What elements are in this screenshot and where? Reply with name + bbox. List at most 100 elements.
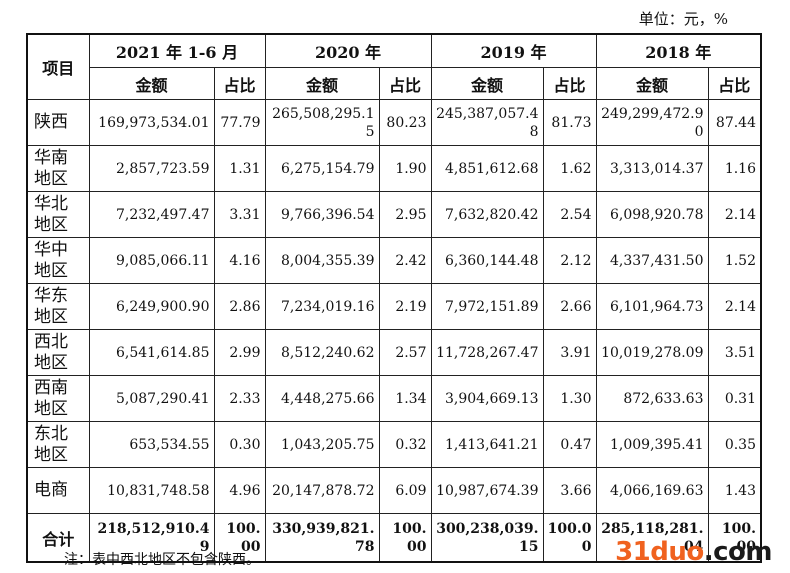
amount-cell: 265,508,295.15 xyxy=(264,99,380,146)
amount-cell: 653,534.55 xyxy=(88,421,215,468)
region-name: 华北地区 xyxy=(26,191,90,238)
header-amount: 金额 xyxy=(430,67,544,100)
amount-cell: 3,904,669.13 xyxy=(430,375,544,422)
header-period: 2020 年 xyxy=(264,33,432,68)
regional-revenue-table: 项目 2021 年 1-6 月 2020 年 2019 年 2018 年 金额 … xyxy=(26,33,762,563)
ratio-cell: 4.96 xyxy=(213,467,266,514)
amount-cell: 872,633.63 xyxy=(595,375,709,422)
amount-cell: 8,004,355.39 xyxy=(264,237,380,284)
table-row: 华中地区 9,085,066.11 4.16 8,004,355.39 2.42 6,36… xyxy=(26,237,762,284)
amount-cell: 330,939,821.78 xyxy=(264,513,380,563)
ratio-cell: 2.19 xyxy=(378,283,432,330)
amount-cell: 6,101,964.73 xyxy=(595,283,709,330)
ratio-cell: 1.31 xyxy=(213,145,266,192)
region-name: 电商 xyxy=(26,467,90,514)
amount-cell: 10,987,674.39 xyxy=(430,467,544,514)
total-row: 合计 218,512,910.49 100.00 330,939,821.78 100.… xyxy=(26,513,762,563)
header-amount: 金额 xyxy=(264,67,380,100)
ratio-cell: 81.73 xyxy=(542,99,597,146)
ratio-cell: 3.66 xyxy=(542,467,597,514)
region-name: 华中地区 xyxy=(26,237,90,284)
ratio-cell: 4.16 xyxy=(213,237,266,284)
amount-cell: 6,249,900.90 xyxy=(88,283,215,330)
amount-cell: 8,512,240.62 xyxy=(264,329,380,376)
amount-cell: 7,232,497.47 xyxy=(88,191,215,238)
ratio-cell: 2.54 xyxy=(542,191,597,238)
ratio-cell: 2.57 xyxy=(378,329,432,376)
amount-cell: 11,728,267.47 xyxy=(430,329,544,376)
table-row: 西南地区 5,087,290.41 2.33 4,448,275.66 1.34 3,90… xyxy=(26,375,762,422)
region-name: 西北地区 xyxy=(26,329,90,376)
ratio-cell: 100.00 xyxy=(542,513,597,563)
ratio-cell: 0.47 xyxy=(542,421,597,468)
amount-cell: 4,337,431.50 xyxy=(595,237,709,284)
ratio-cell: 3.51 xyxy=(707,329,762,376)
ratio-cell: 1.30 xyxy=(542,375,597,422)
region-name: 西南地区 xyxy=(26,375,90,422)
ratio-cell: 3.91 xyxy=(542,329,597,376)
header-ratio: 占比 xyxy=(707,67,762,100)
ratio-cell: 1.16 xyxy=(707,145,762,192)
ratio-cell: 2.14 xyxy=(707,191,762,238)
unit-label: 单位：元，% xyxy=(638,10,728,28)
amount-cell: 6,275,154.79 xyxy=(264,145,380,192)
table-row: 陕西 169,973,534.01 77.79 265,508,295.15 80.23… xyxy=(26,99,762,146)
ratio-cell: 100.00 xyxy=(378,513,432,563)
table-row: 东北地区 653,534.55 0.30 1,043,205.75 0.32 1,413,… xyxy=(26,421,762,468)
amount-cell: 249,299,472.90 xyxy=(595,99,709,146)
table-row: 电商 10,831,748.58 4.96 20,147,878.72 6.09 10,9… xyxy=(26,467,762,514)
amount-cell: 6,541,614.85 xyxy=(88,329,215,376)
watermark-logo: 31duo.com xyxy=(615,537,772,567)
amount-cell: 9,766,396.54 xyxy=(264,191,380,238)
amount-cell: 4,448,275.66 xyxy=(264,375,380,422)
table-row: 西北地区 6,541,614.85 2.99 8,512,240.62 2.57 11,7… xyxy=(26,329,762,376)
ratio-cell: 0.30 xyxy=(213,421,266,468)
ratio-cell: 2.95 xyxy=(378,191,432,238)
header-item: 项目 xyxy=(26,33,90,100)
ratio-cell: 2.42 xyxy=(378,237,432,284)
ratio-cell: 3.31 xyxy=(213,191,266,238)
ratio-cell: 87.44 xyxy=(707,99,762,146)
region-name: 华东地区 xyxy=(26,283,90,330)
ratio-cell: 100.00 xyxy=(707,513,762,563)
amount-cell: 4,851,612.68 xyxy=(430,145,544,192)
header-period: 2021 年 1-6 月 xyxy=(88,33,266,68)
amount-cell: 5,087,290.41 xyxy=(88,375,215,422)
amount-cell: 10,019,278.09 xyxy=(595,329,709,376)
header-amount: 金额 xyxy=(88,67,215,100)
amount-cell: 10,831,748.58 xyxy=(88,467,215,514)
ratio-cell: 2.12 xyxy=(542,237,597,284)
amount-cell: 1,009,395.41 xyxy=(595,421,709,468)
header-ratio: 占比 xyxy=(542,67,597,100)
header-row-periods: 项目 2021 年 1-6 月 2020 年 2019 年 2018 年 xyxy=(26,33,762,100)
region-name: 东北地区 xyxy=(26,421,90,468)
ratio-cell: 100.00 xyxy=(213,513,266,563)
ratio-cell: 0.31 xyxy=(707,375,762,422)
header-period: 2018 年 xyxy=(595,33,762,68)
ratio-cell: 6.09 xyxy=(378,467,432,514)
amount-cell: 6,360,144.48 xyxy=(430,237,544,284)
amount-cell: 245,387,057.48 xyxy=(430,99,544,146)
ratio-cell: 2.99 xyxy=(213,329,266,376)
amount-cell: 3,313,014.37 xyxy=(595,145,709,192)
table-row: 华东地区 6,249,900.90 2.86 7,234,019.16 2.19 7,97… xyxy=(26,283,762,330)
watermark-part2: .com xyxy=(703,537,773,567)
footnote: 注：表中西北地区不包含陕西。 xyxy=(64,552,260,568)
ratio-cell: 1.34 xyxy=(378,375,432,422)
table-row: 华北地区 7,232,497.47 3.31 9,766,396.54 2.95 7,63… xyxy=(26,191,762,238)
amount-cell: 169,973,534.01 xyxy=(88,99,215,146)
amount-cell: 218,512,910.49 xyxy=(88,513,215,563)
ratio-cell: 1.90 xyxy=(378,145,432,192)
amount-cell: 4,066,169.63 xyxy=(595,467,709,514)
ratio-cell: 1.43 xyxy=(707,467,762,514)
amount-cell: 7,972,151.89 xyxy=(430,283,544,330)
amount-cell: 1,043,205.75 xyxy=(264,421,380,468)
amount-cell: 20,147,878.72 xyxy=(264,467,380,514)
ratio-cell: 0.35 xyxy=(707,421,762,468)
header-amount: 金额 xyxy=(595,67,709,100)
region-name: 陕西 xyxy=(26,99,90,146)
amount-cell: 2,857,723.59 xyxy=(88,145,215,192)
header-period: 2019 年 xyxy=(430,33,597,68)
ratio-cell: 2.33 xyxy=(213,375,266,422)
header-ratio: 占比 xyxy=(378,67,432,100)
